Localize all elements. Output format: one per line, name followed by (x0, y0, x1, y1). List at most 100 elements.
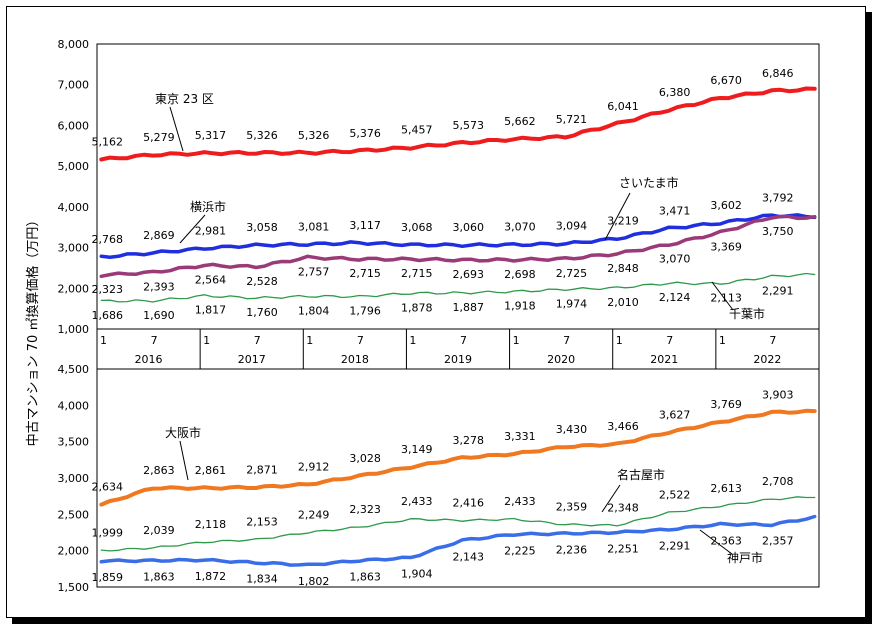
data-label: 1,796 (349, 305, 381, 318)
data-label: 2,323 (92, 283, 124, 296)
data-label: 3,471 (659, 204, 691, 217)
series-leader-line (179, 440, 189, 481)
y-tick-label: 4,500 (58, 363, 90, 376)
data-label: 5,326 (246, 129, 278, 142)
data-label: 2,564 (195, 273, 227, 286)
data-label: 2,522 (659, 489, 691, 502)
x-year-label: 2016 (135, 353, 163, 366)
x-month-tick: 7 (151, 334, 158, 347)
data-label: 2,357 (762, 535, 794, 548)
data-label: 2,693 (453, 268, 485, 281)
data-label: 1,686 (92, 309, 124, 322)
y-tick-label: 4,000 (58, 201, 90, 214)
x-month-tick: 1 (100, 334, 107, 347)
data-label: 2,725 (556, 267, 588, 280)
data-label: 6,846 (762, 67, 794, 80)
x-month-tick: 1 (616, 334, 623, 347)
series-name-label: 名古屋市 (617, 467, 665, 482)
data-label: 2,698 (504, 268, 536, 281)
x-month-tick: 7 (769, 334, 776, 347)
x-year-label: 2021 (650, 353, 678, 366)
y-tick-label: 2,000 (58, 545, 90, 558)
data-label: 1,859 (92, 571, 124, 584)
data-label: 2,249 (298, 509, 330, 522)
data-label: 5,317 (195, 129, 227, 142)
data-label: 3,028 (349, 452, 381, 465)
x-year-label: 2018 (341, 353, 369, 366)
data-label: 2,715 (401, 267, 433, 280)
y-tick-label: 2,000 (58, 282, 90, 295)
chart-frame (6, 6, 866, 618)
series-line (100, 272, 816, 303)
data-label: 5,457 (401, 124, 433, 137)
data-label: 2,757 (298, 265, 330, 278)
data-label: 2,528 (246, 275, 278, 288)
data-label: 1,872 (195, 570, 227, 583)
data-label: 2,393 (143, 280, 175, 293)
data-label: 2,236 (556, 544, 588, 557)
data-label: 1,999 (92, 527, 124, 540)
series-name-label: 東京 23 区 (155, 92, 214, 106)
series-line (100, 496, 816, 552)
data-label: 5,573 (453, 119, 485, 132)
series-line (99, 214, 817, 279)
y-tick-label: 1,000 (58, 323, 90, 336)
x-axis: 1 7 1 7 1 7 1 7 1 7 1 7 1 7 2016 2017 2018 2019 2020 2021 20… (100, 329, 781, 369)
data-label: 5,721 (556, 113, 588, 126)
data-label: 6,041 (607, 100, 639, 113)
data-label: 2,708 (762, 475, 794, 488)
data-label: 1,802 (298, 575, 330, 588)
data-label: 3,466 (607, 420, 639, 433)
data-label: 5,662 (504, 115, 536, 128)
x-month-tick: 7 (666, 334, 673, 347)
data-label: 2,348 (607, 501, 639, 514)
data-label: 2,225 (504, 544, 536, 557)
data-label: 3,081 (298, 220, 330, 233)
data-label: 3,060 (453, 221, 485, 234)
data-label: 1,904 (401, 568, 433, 581)
y-tick-label: 8,000 (58, 38, 90, 51)
data-label: 3,149 (401, 443, 433, 456)
data-label: 2,433 (504, 495, 536, 508)
data-label: 3,070 (504, 221, 536, 234)
data-label: 2,715 (349, 267, 381, 280)
data-label: 2,291 (659, 540, 691, 553)
data-labels: 5,162 5,279 5,317 5,326 5,326 5,376 5,457 5,573… (92, 67, 794, 588)
data-label: 5,162 (92, 136, 124, 149)
data-label: 1,863 (143, 571, 175, 584)
data-label: 3,792 (762, 191, 794, 204)
data-label: 3,903 (762, 388, 794, 401)
y-tick-label: 1,500 (58, 581, 90, 594)
data-label: 2,251 (607, 542, 639, 555)
series-name-label: 大阪市 (165, 425, 201, 440)
x-month-tick: 7 (460, 334, 467, 347)
series-name-label: 千葉市 (729, 306, 765, 321)
data-label: 6,670 (710, 74, 742, 87)
data-label: 2,869 (143, 229, 175, 242)
series-leader-line (604, 192, 631, 241)
data-label: 3,627 (659, 408, 691, 421)
data-label: 3,219 (607, 215, 639, 228)
bottom-y-ticks: 4,500 4,000 3,500 3,000 2,500 2,000 1,500 (58, 363, 90, 594)
x-month-tick: 7 (563, 334, 570, 347)
data-label: 2,613 (710, 482, 742, 495)
y-tick-label: 3,000 (58, 472, 90, 485)
data-label: 2,291 (762, 284, 794, 297)
x-month-tick: 1 (203, 334, 210, 347)
series-leader-line (169, 106, 184, 152)
x-month-tick: 7 (254, 334, 261, 347)
data-label: 2,323 (349, 503, 381, 516)
bottom-plot-area (96, 368, 820, 588)
data-label: 2,871 (246, 463, 278, 476)
series-name-label: さいたま市 (619, 175, 679, 190)
data-label: 1,760 (246, 306, 278, 319)
x-year-label: 2020 (547, 353, 575, 366)
y-tick-label: 6,000 (58, 119, 90, 132)
top-y-ticks: 8,000 7,000 6,000 5,000 4,000 3,000 2,000 1,000 (58, 38, 90, 336)
y-tick-label: 5,000 (58, 160, 90, 173)
data-label: 2,981 (195, 224, 227, 237)
data-label: 5,326 (298, 129, 330, 142)
bottom-series (99, 408, 817, 567)
data-label: 3,369 (710, 241, 742, 254)
